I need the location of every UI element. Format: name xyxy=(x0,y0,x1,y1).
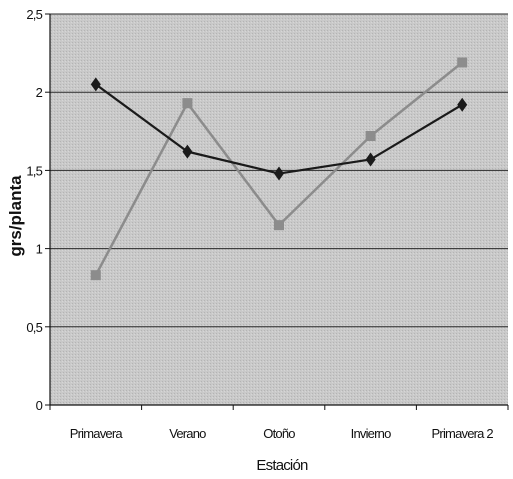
data-point xyxy=(365,152,376,167)
y-tick-label: 1,5 xyxy=(26,163,42,178)
x-axis-title: Estación xyxy=(256,457,308,474)
series-layer xyxy=(90,57,468,281)
x-tick-label: Primavera 2 xyxy=(432,426,494,441)
data-point xyxy=(274,166,284,181)
axes xyxy=(49,14,509,410)
data-point xyxy=(457,57,468,68)
x-tick-labels: Primavera Verano Otoño Invierno Primavera 2 xyxy=(70,426,494,441)
series-2 xyxy=(90,57,468,281)
x-tick-label: Primavera xyxy=(70,426,124,441)
y-axis-title: grs/planta xyxy=(6,175,25,257)
data-point xyxy=(182,98,193,109)
x-tick-label: Verano xyxy=(169,426,206,441)
data-point xyxy=(90,77,101,92)
series-1 xyxy=(90,77,468,181)
data-point xyxy=(365,130,376,141)
x-tick-label: Invierno xyxy=(351,426,391,441)
data-point xyxy=(457,97,468,112)
y-tick-label: 2,5 xyxy=(26,7,42,22)
y-tick-label: 0,5 xyxy=(26,320,42,335)
y-tick-label: 1 xyxy=(36,242,43,257)
data-point xyxy=(274,220,284,231)
x-tick-label: Otoño xyxy=(263,426,295,441)
y-tick-label: 2 xyxy=(36,85,43,100)
data-point xyxy=(90,270,101,281)
y-tick-label: 0 xyxy=(36,398,43,413)
plot-area xyxy=(50,14,508,405)
data-point xyxy=(182,144,193,159)
y-tick-labels: 0 0,5 1 1,5 2 2,5 xyxy=(26,7,43,413)
